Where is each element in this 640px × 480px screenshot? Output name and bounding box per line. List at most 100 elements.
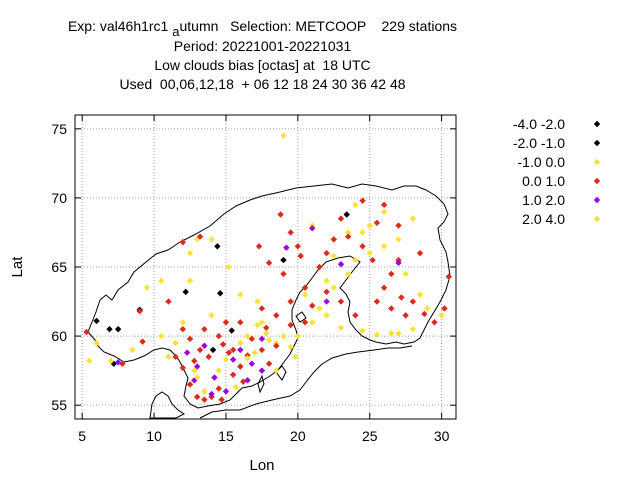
data-point-series-4 (395, 259, 402, 267)
x-tick-label: 10 (146, 428, 162, 444)
data-point-series-3 (165, 298, 172, 305)
x-tick-label: 25 (362, 428, 378, 444)
data-point-series-3 (352, 312, 359, 319)
data-point-series-5 (194, 374, 201, 381)
data-point-series-2 (86, 357, 93, 365)
data-point-series-3 (402, 312, 409, 319)
data-point-series-4 (244, 377, 251, 384)
data-point-series-3 (237, 363, 244, 370)
data-point-series-2 (129, 346, 136, 354)
data-point-series-3 (294, 243, 302, 250)
y-tick-label: 75 (51, 121, 67, 137)
data-point-series-3 (196, 346, 204, 354)
data-point-series-2 (186, 277, 194, 285)
legend-marker (593, 158, 601, 166)
data-point-series-3 (421, 310, 428, 318)
data-point-series-3 (222, 319, 230, 326)
data-point-series-2 (330, 252, 337, 260)
data-point-series-2 (215, 367, 222, 374)
legend: -4.0 -2.0 -2.0 -1.0 -1.0 0.0 0.0 1.0 1.0 2.0… (513, 116, 601, 227)
data-point-series-1 (209, 346, 217, 354)
data-point-series-4 (258, 367, 266, 374)
continent-coastline (199, 345, 413, 419)
legend-marker (593, 120, 601, 128)
data-point-series-3 (265, 360, 273, 367)
data-point-series-2 (352, 201, 359, 209)
data-point-series-2 (395, 330, 402, 337)
data-point-series-2 (191, 367, 198, 374)
data-point-series-2 (222, 356, 230, 363)
title-line-3: Low clouds bias [octas] at 18 UTC (154, 57, 371, 73)
data-point-series-5 (254, 321, 261, 329)
data-point-series-2 (352, 256, 359, 264)
data-point-series-2 (373, 331, 381, 338)
data-point-series-4 (248, 360, 256, 367)
legend-entry-label: 0.0 1.0 (522, 173, 565, 189)
data-point-series-3 (263, 324, 270, 331)
data-point-series-4 (201, 342, 208, 349)
data-point-series-2 (309, 319, 316, 326)
data-point-series-3 (431, 319, 438, 326)
data-point-series-2 (263, 330, 270, 337)
title-line-2: Period: 20221001-20221031 (173, 38, 352, 54)
data-point-series-3 (215, 385, 222, 392)
data-point-series-2 (291, 353, 299, 361)
data-point-series-3 (186, 335, 194, 343)
data-point-series-3 (409, 298, 417, 305)
data-point-series-0 (217, 290, 224, 297)
data-point-series-3 (248, 335, 256, 343)
data-point-series-0 (182, 288, 189, 296)
data-point-series-3 (297, 252, 304, 260)
data-point-series-2 (359, 327, 366, 334)
data-point-series-3 (237, 319, 244, 326)
data-point-series-3 (201, 325, 208, 333)
data-point-series-2 (172, 339, 179, 347)
data-point-series-3 (301, 319, 309, 326)
y-tick-label: 65 (51, 259, 67, 275)
data-point-series-2 (366, 249, 373, 257)
title-line-1: Exp: val46h1rc1 autumn Selection: METCOO… (0, 17, 525, 39)
title-line-1-main: Exp: val46h1rc1 (67, 18, 169, 34)
data-point-series-3 (273, 312, 280, 319)
legend-marker (593, 196, 601, 204)
data-point-series-3 (229, 371, 237, 378)
data-point-series-3 (373, 298, 381, 305)
data-point-series-2 (316, 305, 323, 312)
data-point-series-2 (280, 132, 287, 139)
data-point-series-2 (294, 332, 302, 340)
y-axis-label: Lat (9, 256, 26, 278)
data-point-series-3 (172, 353, 179, 361)
data-point-series-2 (380, 243, 388, 250)
data-point-series-3 (344, 233, 352, 240)
x-tick-label: 15 (218, 428, 234, 444)
data-point-series-4 (211, 374, 218, 381)
data-point-series-5 (244, 355, 251, 362)
data-point-series-3 (229, 346, 237, 354)
data-point-series-2 (323, 277, 330, 285)
data-point-series-2 (273, 367, 280, 374)
data-point-series-2 (366, 222, 373, 229)
data-point-series-3 (218, 396, 225, 403)
data-point-series-3 (196, 233, 204, 240)
data-point-series-2 (225, 263, 233, 271)
oland-island (257, 374, 265, 394)
data-point-series-3 (83, 328, 90, 336)
data-point-series-3 (179, 364, 187, 372)
data-point-series-2 (244, 332, 251, 340)
y-tick-label: 60 (51, 328, 67, 344)
aland-islands (295, 311, 307, 323)
x-tick-label: 20 (290, 428, 306, 444)
title-line-4: Used 00,06,12,18 + 06 12 18 24 30 36 42 … (119, 76, 406, 92)
data-point-series-3 (287, 229, 294, 236)
data-point-series-3 (369, 256, 376, 264)
data-point-series-4 (237, 346, 244, 354)
data-point-series-2 (254, 298, 261, 305)
data-point-series-4 (323, 298, 330, 305)
data-point-series-2 (402, 270, 409, 278)
data-point-series-0 (343, 211, 350, 218)
data-point-series-3 (258, 346, 266, 354)
data-point-series-3 (139, 338, 146, 345)
data-point-series-3 (225, 349, 233, 356)
data-point-series-3 (265, 259, 273, 267)
data-point-series-3 (337, 298, 345, 305)
